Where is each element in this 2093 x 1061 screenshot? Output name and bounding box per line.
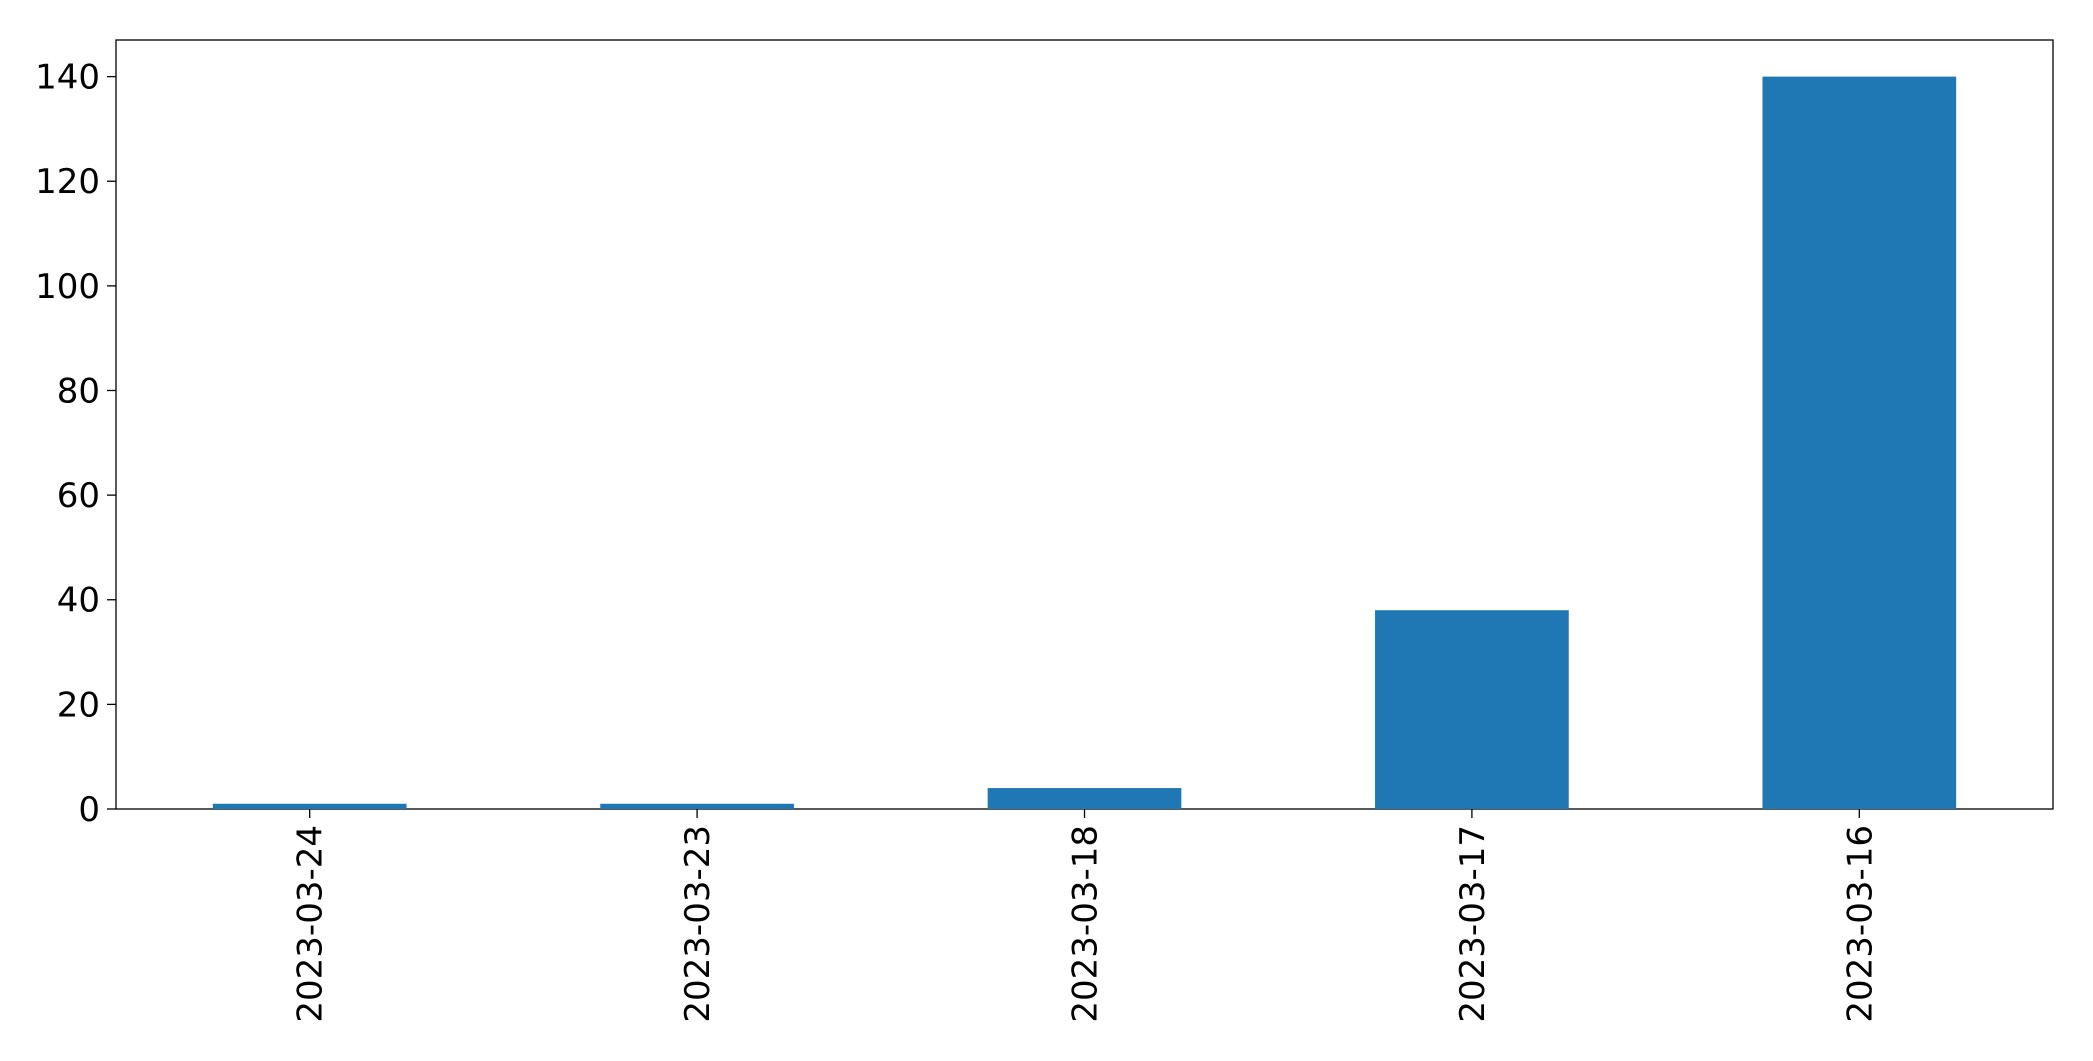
- bar: [212, 803, 407, 809]
- x-tick-label: 2023-03-24: [291, 825, 331, 1023]
- y-tick-label: 80: [57, 371, 100, 411]
- bar: [1762, 76, 1957, 810]
- bar: [600, 803, 794, 809]
- x-tick-label: 2023-03-23: [678, 825, 718, 1023]
- bar: [987, 788, 1182, 809]
- x-tick-label: 2023-03-16: [1840, 825, 1880, 1023]
- bar: [1375, 610, 1569, 809]
- y-tick-label: 140: [35, 58, 100, 98]
- y-tick-label: 40: [57, 581, 100, 621]
- y-tick-label: 60: [57, 476, 100, 516]
- y-tick-label: 20: [57, 685, 100, 725]
- x-tick-label: 2023-03-18: [1066, 825, 1106, 1023]
- y-tick-label: 0: [78, 790, 100, 830]
- y-tick-label: 120: [35, 162, 100, 202]
- x-tick-label: 2023-03-17: [1453, 825, 1493, 1023]
- y-tick-label: 100: [35, 267, 100, 307]
